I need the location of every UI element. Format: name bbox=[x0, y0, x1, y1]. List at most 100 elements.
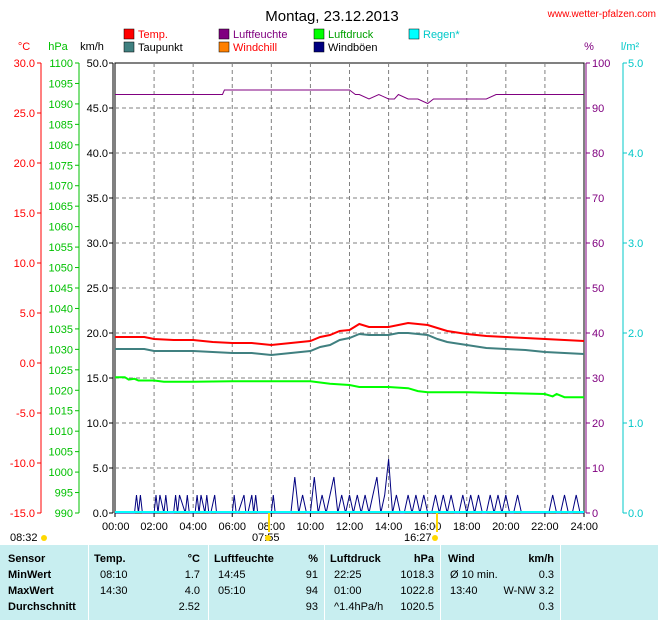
pressure-tick-label: 1005 bbox=[49, 447, 73, 459]
header-wind: Wind bbox=[448, 553, 475, 565]
pressure-tick-label: 1075 bbox=[49, 160, 73, 172]
pressure-tick-label: 990 bbox=[55, 508, 73, 520]
chart-title: Montag, 23.12.2013 bbox=[265, 8, 398, 25]
humidity-tick-label: 70 bbox=[592, 193, 604, 205]
x-tick-label: 18:00 bbox=[453, 521, 481, 533]
sunrise-icon bbox=[41, 535, 47, 541]
humidity-tick-label: 40 bbox=[592, 328, 604, 340]
pressure-time: ^1.4hPa/h bbox=[334, 601, 384, 613]
wind-time: Ø 10 min. bbox=[450, 569, 498, 581]
wind-tick-label: 35.0 bbox=[87, 193, 108, 205]
header-pressure: Luftdruck bbox=[330, 553, 381, 565]
legend-label: Temp. bbox=[138, 29, 168, 41]
x-tick-label: 00:00 bbox=[102, 521, 130, 533]
rain-axis-unit: l/m² bbox=[621, 41, 640, 53]
humidity-tick-label: 60 bbox=[592, 238, 604, 250]
pressure-tick-label: 1070 bbox=[49, 181, 73, 193]
sunrise-time: 08:32 bbox=[10, 532, 38, 544]
wind-tick-label: 50.0 bbox=[87, 58, 108, 70]
header-humidity: Luftfeuchte bbox=[214, 553, 274, 565]
humidity-tick-label: 0 bbox=[592, 508, 598, 520]
sunset-icon bbox=[432, 535, 438, 541]
wind-tick-label: 15.0 bbox=[87, 373, 108, 385]
table-divider bbox=[324, 545, 325, 620]
legend-label: Luftfeuchte bbox=[233, 29, 287, 41]
legend-label: Windchill bbox=[233, 42, 277, 54]
legend-swatch bbox=[218, 41, 230, 53]
pressure-tick-label: 1095 bbox=[49, 78, 73, 90]
temp-time: 08:10 bbox=[100, 569, 128, 581]
pressure-tick-label: 1045 bbox=[49, 283, 73, 295]
humidity-value: 91 bbox=[305, 569, 318, 581]
series-windben-line bbox=[115, 458, 584, 514]
wind-value: W-NW 3.2 bbox=[503, 585, 554, 597]
legend-swatch bbox=[218, 28, 230, 40]
legend-label: Taupunkt bbox=[138, 42, 183, 54]
humidity-tick-label: 100 bbox=[592, 58, 610, 70]
pressure-tick-label: 1030 bbox=[49, 344, 73, 356]
humidity-tick-label: 50 bbox=[592, 283, 604, 295]
pressure-time: 22:25 bbox=[334, 569, 362, 581]
table-divider bbox=[440, 545, 441, 620]
legend-label: Regen* bbox=[423, 29, 460, 41]
pressure-tick-label: 1010 bbox=[49, 426, 73, 438]
row-label: Durchschnitt bbox=[8, 601, 76, 613]
header-humidity-unit: % bbox=[308, 553, 318, 565]
wind-tick-label: 5.0 bbox=[93, 463, 108, 475]
pressure-value: 1020.5 bbox=[400, 601, 434, 613]
legend-swatch bbox=[123, 41, 135, 53]
temp-tick-label: 15.0 bbox=[14, 208, 35, 220]
humidity-tick-label: 10 bbox=[592, 463, 604, 475]
pressure-tick-label: 1090 bbox=[49, 99, 73, 111]
table-divider bbox=[208, 545, 209, 620]
temp-value: 4.0 bbox=[184, 585, 200, 597]
legend-swatch bbox=[123, 28, 135, 40]
pressure-axis-unit: hPa bbox=[48, 41, 68, 53]
legend-label: Windböen bbox=[328, 42, 378, 54]
series-taupunkt-line bbox=[115, 332, 585, 357]
x-tick-label: 08:00 bbox=[258, 521, 286, 533]
header-temp-unit: °C bbox=[187, 553, 200, 565]
legend-swatch bbox=[313, 41, 325, 53]
x-tick-label: 20:00 bbox=[492, 521, 520, 533]
row-label: MaxWert bbox=[8, 585, 54, 597]
x-tick-label: 16:00 bbox=[414, 521, 442, 533]
source-link[interactable]: www.wetter-pfalzen.com bbox=[547, 9, 656, 20]
humidity-tick-label: 20 bbox=[592, 418, 604, 430]
temp-tick-label: -10.0 bbox=[10, 458, 35, 470]
header-wind-unit: km/h bbox=[528, 553, 554, 565]
x-tick-label: 24:00 bbox=[570, 521, 598, 533]
humidity-value: 93 bbox=[305, 601, 318, 613]
table-divider bbox=[560, 545, 561, 620]
rain-tick-label: 4.0 bbox=[628, 148, 643, 160]
humidity-tick-label: 90 bbox=[592, 103, 604, 115]
series-luftfeuchte-line bbox=[115, 89, 584, 105]
rain-tick-label: 3.0 bbox=[628, 238, 643, 250]
pressure-tick-label: 1085 bbox=[49, 119, 73, 131]
temp-axis-unit: °C bbox=[18, 41, 30, 53]
table-divider bbox=[88, 545, 89, 620]
sun-icon bbox=[265, 535, 271, 541]
rain-tick-label: 0.0 bbox=[628, 508, 643, 520]
x-tick-label: 14:00 bbox=[375, 521, 403, 533]
pressure-tick-label: 995 bbox=[55, 488, 73, 500]
pressure-value: 1018.3 bbox=[400, 569, 434, 581]
wind-tick-label: 25.0 bbox=[87, 283, 108, 295]
temp-value: 2.52 bbox=[178, 601, 200, 613]
axis-ticks: 30.0 25.0 20.0 15.0 10.0 5.0 0.0 -5.0 -10.0 -15.0… bbox=[10, 58, 643, 533]
x-tick-label: 22:00 bbox=[531, 521, 559, 533]
wind-value: 0.3 bbox=[538, 601, 554, 613]
humidity-axis-unit: % bbox=[584, 41, 594, 53]
pressure-tick-label: 1035 bbox=[49, 324, 73, 336]
series-lines bbox=[115, 89, 585, 514]
wind-tick-label: 20.0 bbox=[87, 328, 108, 340]
row-label: MinWert bbox=[8, 569, 52, 581]
temp-tick-label: 5.0 bbox=[20, 308, 35, 320]
temp-tick-label: 25.0 bbox=[14, 108, 35, 120]
x-tick-label: 10:00 bbox=[297, 521, 325, 533]
wind-tick-label: 40.0 bbox=[87, 148, 108, 160]
sunset-time: 16:27 bbox=[404, 532, 432, 544]
humidity-tick-label: 30 bbox=[592, 373, 604, 385]
temp-tick-label: 0.0 bbox=[20, 358, 35, 370]
x-tick-label: 12:00 bbox=[336, 521, 364, 533]
